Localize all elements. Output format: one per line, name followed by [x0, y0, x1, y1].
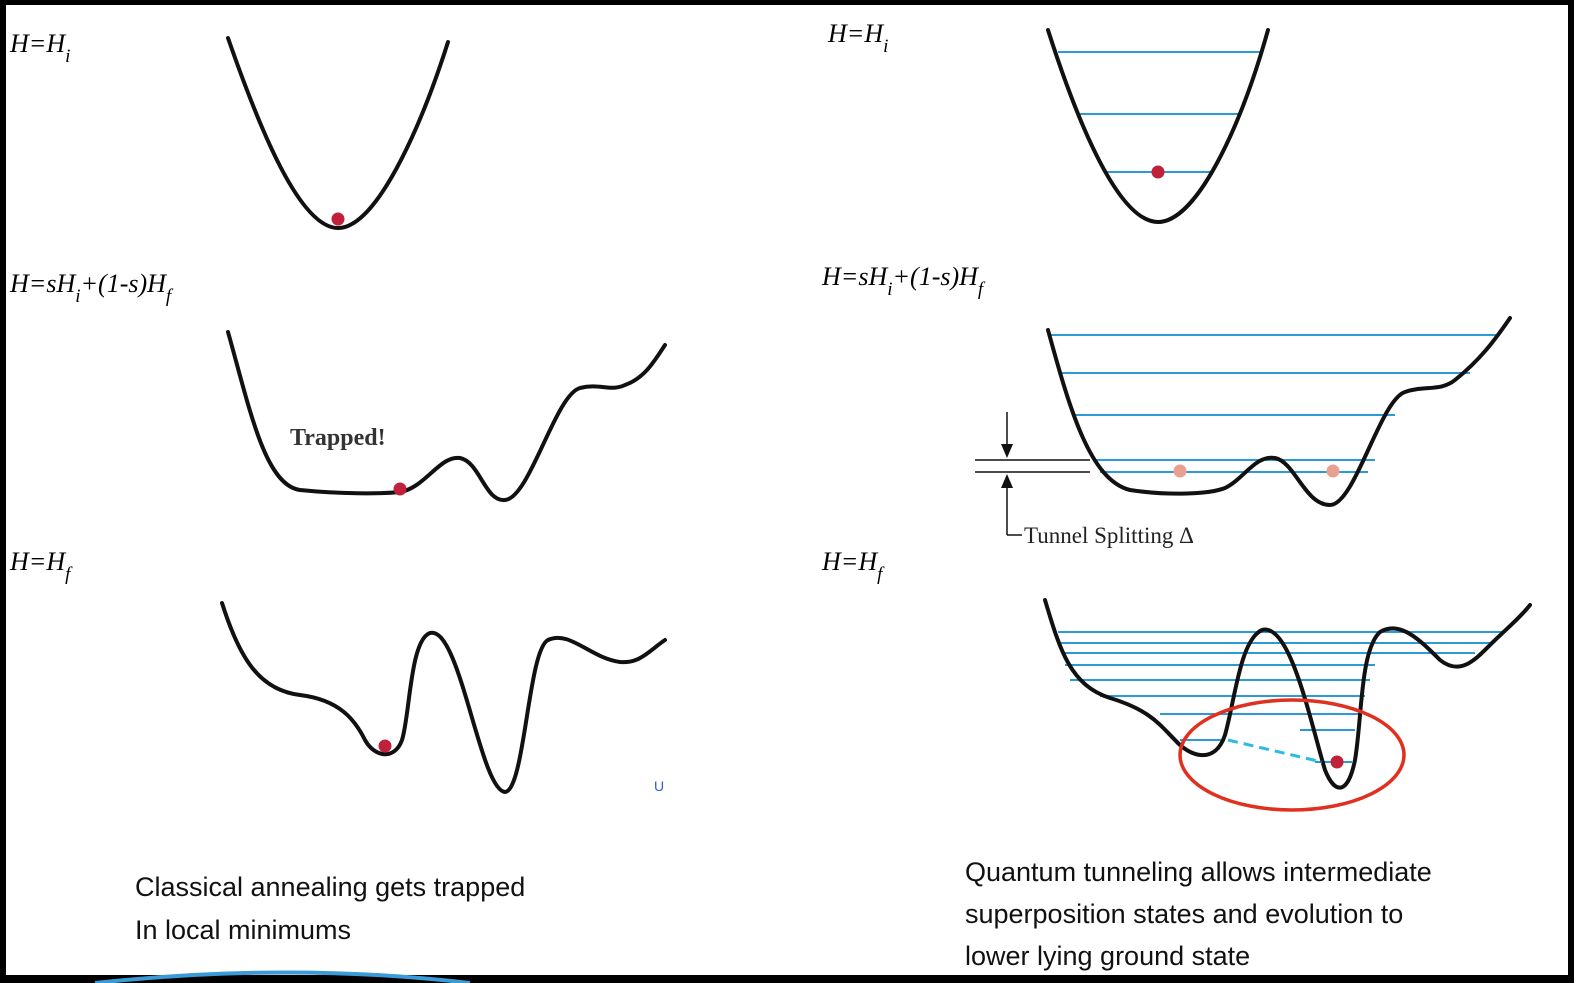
potential-curve: [1043, 598, 1532, 790]
caption: lower lying ground state: [965, 941, 1250, 971]
label: H=Hf: [9, 547, 73, 585]
tunneling-path: [1227, 738, 1323, 764]
potential-curve: [1046, 316, 1512, 507]
splitting-indicator: [975, 412, 1090, 536]
decor-curve: [94, 970, 471, 983]
label: H=Hi: [9, 29, 70, 67]
particle: [1330, 755, 1344, 769]
energy-levels: [1050, 334, 1500, 473]
annotation: Tunnel Splitting Δ: [1024, 523, 1194, 548]
label: H=Hf: [821, 547, 885, 585]
potential-curve: [1046, 28, 1270, 224]
particle: [1326, 464, 1340, 478]
potential-curve: [226, 330, 667, 502]
particle: [1151, 165, 1165, 179]
caption: Quantum tunneling allows intermediate: [965, 857, 1432, 887]
label: H=sHi+(1-s)Hf: [821, 262, 986, 300]
potential-curve: [226, 36, 450, 230]
caption: In local minimums: [135, 915, 351, 945]
highlight-ellipse: [1178, 698, 1406, 812]
caption: Classical annealing gets trapped: [135, 872, 525, 902]
mark: U: [654, 778, 664, 794]
particle: [331, 212, 345, 226]
annotation: Trapped!: [290, 425, 386, 451]
particle: [378, 739, 392, 753]
label: H=sHi+(1-s)Hf: [9, 269, 174, 307]
label: H=Hi: [827, 19, 888, 57]
particle: [393, 482, 407, 496]
canvas: [6, 5, 1568, 975]
particle: [1173, 464, 1187, 478]
caption: superposition states and evolution to: [965, 899, 1403, 929]
potential-curve: [220, 601, 667, 794]
